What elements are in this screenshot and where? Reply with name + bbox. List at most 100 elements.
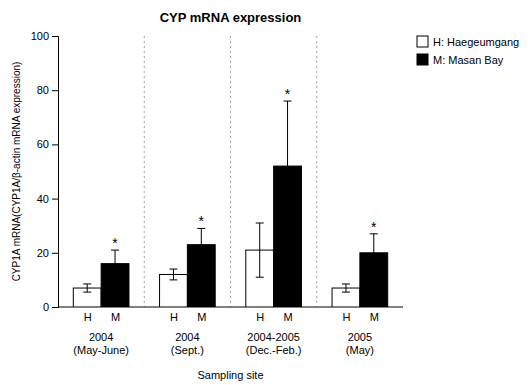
error-bar-cap — [197, 260, 205, 261]
y-tick-mark — [52, 307, 58, 308]
y-tick: 80 — [37, 84, 58, 96]
x-tick: M — [111, 311, 120, 323]
x-tick-label: H — [170, 311, 178, 323]
error-bar-stem — [173, 269, 174, 280]
x-axis: HMHMHMHM — [84, 311, 379, 323]
legend-item: H: Haegeumgang — [417, 36, 519, 48]
y-tick-label: 100 — [31, 30, 49, 42]
error-bar-cap — [342, 292, 350, 293]
error-bar-cap — [342, 283, 350, 284]
y-axis-line — [52, 37, 59, 308]
y-tick-mark — [52, 36, 58, 37]
y-tick: 100 — [31, 30, 58, 42]
legend: H: Haegeumgang M: Masan Bay — [417, 36, 519, 66]
error-bar — [83, 284, 91, 292]
y-tick-label: 0 — [43, 301, 49, 313]
group-label: 2004-2005(Dec.-Feb.) — [246, 331, 302, 356]
divider — [316, 36, 317, 307]
chart: 020406080100HMHMHMHM2004(May-June)2004(S… — [0, 0, 528, 385]
legend-swatch — [417, 36, 428, 47]
error-bar-stem — [87, 284, 88, 292]
legend-label: H: Haegeumgang — [433, 36, 519, 48]
marks — [73, 101, 387, 307]
legend-swatch — [417, 54, 428, 65]
x-tick: H — [342, 311, 350, 323]
x-tick-label: H — [256, 311, 264, 323]
error-bar-cap — [169, 279, 177, 280]
group-label-line: 2004-2005 — [247, 331, 300, 343]
group-label-line: 2005 — [348, 331, 372, 343]
error-bar-stem — [115, 250, 116, 277]
x-tick: M — [370, 311, 379, 323]
x-tick-label: M — [111, 311, 120, 323]
error-bar-cap — [111, 277, 119, 278]
error-bar-cap — [370, 271, 378, 272]
plot: 020406080100HMHMHMHM2004(May-June)2004(S… — [11, 30, 403, 381]
group-label: 2004(May-June) — [73, 331, 129, 356]
y-tick: 20 — [37, 247, 58, 259]
annotation: * — [371, 219, 377, 235]
group-label: 2004(Sept.) — [171, 331, 204, 356]
error-bar-stem — [201, 228, 202, 261]
error-bar — [169, 269, 177, 280]
x-tick: M — [283, 311, 292, 323]
group-label-line: (Dec.-Feb.) — [246, 344, 302, 356]
y-tick-mark — [52, 90, 58, 91]
y-axis-title: CYP1A mRNA(CYP1A/β-actin mRNA expression… — [11, 62, 22, 282]
x-tick: M — [197, 311, 206, 323]
x-tick-label: M — [197, 311, 206, 323]
x-axis-title: Sampling site — [197, 369, 263, 381]
error-bar-stem — [287, 101, 288, 231]
error-bar — [111, 250, 119, 277]
error-bar — [197, 228, 205, 261]
annotations: * * * * — [112, 86, 377, 251]
x-tick: H — [256, 311, 264, 323]
error-bar-cap — [169, 269, 177, 270]
y-tick: 40 — [37, 193, 58, 205]
error-bar-cap — [256, 222, 264, 223]
error-bar — [256, 223, 264, 277]
x-tick-label: H — [342, 311, 350, 323]
annotation: * — [199, 213, 205, 229]
dividers — [144, 36, 317, 307]
y-tick-label: 20 — [37, 247, 49, 259]
y-tick-mark — [52, 199, 58, 200]
x-tick-label: M — [283, 311, 292, 323]
error-bar-stem — [373, 234, 374, 272]
y-tick-mark — [52, 253, 58, 254]
x-tick-label: H — [84, 311, 92, 323]
annotation: * — [112, 235, 118, 251]
y-tick-label: 40 — [37, 193, 49, 205]
divider — [230, 36, 231, 307]
legend-label: M: Masan Bay — [433, 54, 504, 66]
y-tick-mark — [52, 144, 58, 145]
x-tick: H — [170, 311, 178, 323]
group-label-line: (Sept.) — [171, 344, 204, 356]
y-tick: 0 — [43, 301, 58, 313]
legend-item: M: Masan Bay — [417, 54, 504, 66]
annotation: * — [285, 86, 291, 102]
error-bar-cap — [284, 231, 292, 232]
x-tick: H — [84, 311, 92, 323]
divider — [144, 36, 145, 307]
title: CYP mRNA expression — [160, 10, 302, 25]
group-label-line: 2004 — [175, 331, 199, 343]
y-axis: 0 20 40 60 80 100 — [31, 30, 59, 313]
error-bar-cap — [83, 283, 91, 284]
y-tick: 60 — [37, 138, 58, 150]
error-bar-cap — [83, 292, 91, 293]
y-tick-label: 80 — [37, 84, 49, 96]
y-tick-label: 60 — [37, 138, 49, 150]
error-bar — [370, 234, 378, 272]
error-bar-cap — [256, 277, 264, 278]
error-bar-stem — [345, 284, 346, 292]
group-labels: 2004(May-June)2004(Sept.)2004-2005(Dec.-… — [73, 331, 374, 356]
group-label: 2005(May) — [346, 331, 374, 356]
error-bar — [284, 101, 292, 231]
group-label-line: 2004 — [89, 331, 113, 343]
error-bar-stem — [259, 223, 260, 277]
error-bar — [342, 284, 350, 292]
group-label-line: (May) — [346, 344, 374, 356]
group-label-line: (May-June) — [73, 344, 129, 356]
x-tick-label: M — [370, 311, 379, 323]
